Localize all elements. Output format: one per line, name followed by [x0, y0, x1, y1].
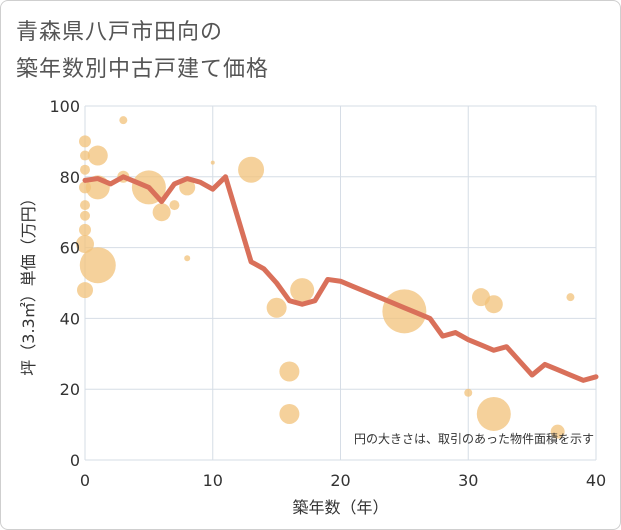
x-tick-label: 30 [458, 471, 478, 490]
x-tick-label: 20 [330, 471, 350, 490]
y-tick-label: 20 [60, 380, 80, 399]
bubble-point [238, 156, 265, 183]
x-tick-label: 10 [203, 471, 223, 490]
y-tick-label: 100 [49, 97, 80, 116]
bubble-point [382, 289, 427, 334]
y-tick-label: 80 [60, 168, 80, 187]
bubble-point [79, 223, 91, 236]
bubble-point [80, 164, 90, 175]
bubble-point [210, 160, 215, 165]
bubble-point [179, 179, 196, 196]
y-tick-label: 40 [60, 309, 80, 328]
bubble-point [184, 255, 191, 262]
bubble-point [279, 403, 300, 424]
price-line [82, 174, 599, 383]
bubble-point [76, 235, 94, 254]
x-tick-label: 40 [586, 471, 606, 490]
chart-title: 青森県八戸市田向の 築年数別中古戸建て価格 [16, 14, 269, 88]
chart-title-line-2: 築年数別中古戸建て価格 [16, 57, 270, 82]
bubble-point [80, 150, 90, 161]
axis-ticks: 0 10 20 30 40 0 20 40 60 80 100 [49, 97, 606, 490]
bubble-point [80, 210, 90, 221]
x-axis-title: 築年数（年） [292, 498, 388, 517]
bubble-point [290, 278, 315, 303]
bubble-point [79, 135, 91, 148]
bubble-point [152, 203, 171, 222]
price-line-series [82, 174, 599, 383]
bubble-point [484, 295, 503, 314]
bubble-point [550, 424, 565, 439]
bubble-point [266, 297, 287, 318]
bubble-point [279, 361, 300, 382]
y-tick-label: 0 [70, 451, 80, 470]
chart-title-line-1: 青森県八戸市田向の [16, 20, 224, 45]
bubble-series [76, 116, 575, 439]
bubble-point [119, 116, 128, 125]
bubble-point [79, 247, 116, 284]
bubble-point [77, 282, 93, 299]
bubble-point [464, 388, 473, 397]
x-tick-label: 0 [80, 471, 90, 490]
y-axis-title: 坪（3.3㎡）単価（万円） [19, 190, 38, 375]
bubble-size-note: 円の大きさは、取引のあった物件面積を示す [354, 431, 594, 446]
bubble-point [566, 293, 575, 302]
y-tick-label: 60 [60, 239, 80, 258]
bubble-point [80, 200, 90, 211]
bubble-point [169, 200, 180, 211]
bubble-point [476, 396, 511, 431]
bubble-point [87, 145, 108, 166]
